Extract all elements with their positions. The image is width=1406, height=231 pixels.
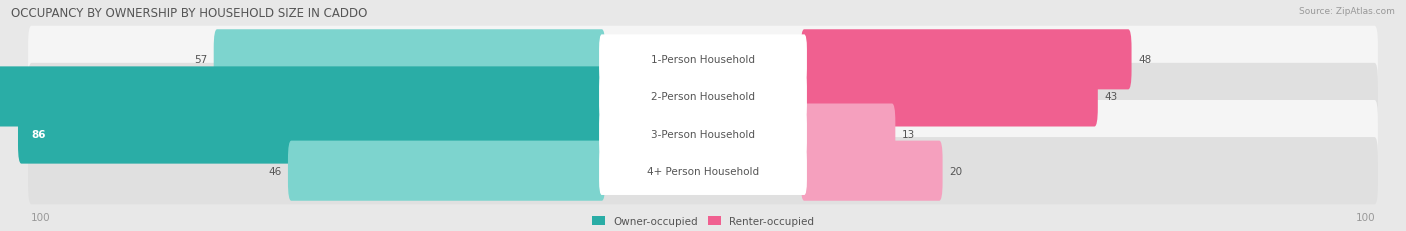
Text: 4+ Person Household: 4+ Person Household (647, 166, 759, 176)
Text: 100: 100 (1355, 212, 1375, 222)
FancyBboxPatch shape (801, 141, 942, 201)
FancyBboxPatch shape (28, 100, 1378, 167)
Text: 100: 100 (31, 212, 51, 222)
FancyBboxPatch shape (28, 27, 1378, 94)
FancyBboxPatch shape (18, 104, 605, 164)
Text: 86: 86 (31, 129, 46, 139)
FancyBboxPatch shape (801, 104, 896, 164)
Text: 1-Person Household: 1-Person Household (651, 55, 755, 65)
FancyBboxPatch shape (599, 146, 807, 195)
FancyBboxPatch shape (801, 67, 1098, 127)
Text: 20: 20 (949, 166, 963, 176)
FancyBboxPatch shape (214, 30, 605, 90)
FancyBboxPatch shape (288, 141, 605, 201)
FancyBboxPatch shape (801, 30, 1132, 90)
FancyBboxPatch shape (28, 137, 1378, 204)
Text: 13: 13 (903, 129, 915, 139)
FancyBboxPatch shape (599, 109, 807, 158)
FancyBboxPatch shape (28, 64, 1378, 131)
Text: OCCUPANCY BY OWNERSHIP BY HOUSEHOLD SIZE IN CADDO: OCCUPANCY BY OWNERSHIP BY HOUSEHOLD SIZE… (11, 7, 367, 20)
Text: 57: 57 (194, 55, 207, 65)
Text: Source: ZipAtlas.com: Source: ZipAtlas.com (1299, 7, 1395, 16)
FancyBboxPatch shape (599, 35, 807, 84)
Text: 2-Person Household: 2-Person Household (651, 92, 755, 102)
Text: 46: 46 (269, 166, 281, 176)
FancyBboxPatch shape (0, 67, 605, 127)
Text: 43: 43 (1105, 92, 1118, 102)
Text: 48: 48 (1139, 55, 1152, 65)
Text: 3-Person Household: 3-Person Household (651, 129, 755, 139)
FancyBboxPatch shape (599, 72, 807, 121)
Legend: Owner-occupied, Renter-occupied: Owner-occupied, Renter-occupied (592, 216, 814, 226)
